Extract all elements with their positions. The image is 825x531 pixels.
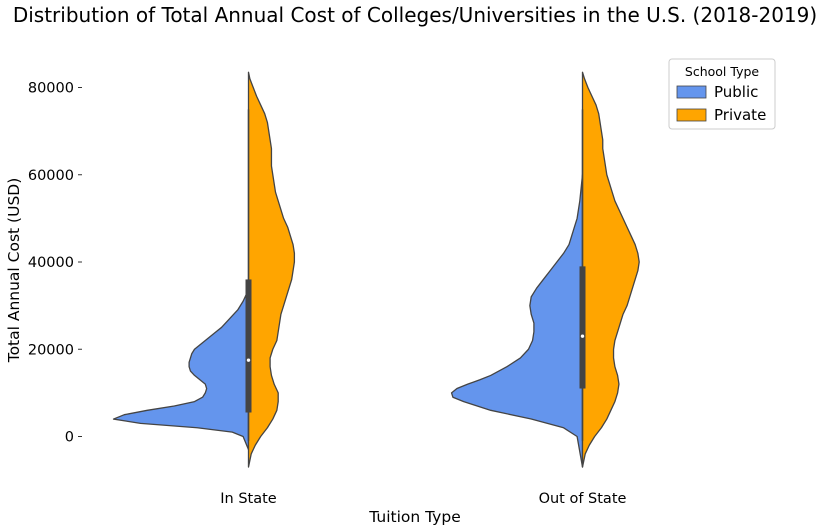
y-tick-label: 0 (65, 430, 74, 446)
legend-swatch-private (676, 108, 707, 122)
x-axis: In State Out of State (220, 491, 626, 507)
legend-title: School Type (685, 64, 759, 79)
box-median (580, 334, 585, 338)
y-tick-label: 20000 (28, 342, 74, 358)
chart-title: Distribution of Total Annual Cost of Col… (13, 3, 817, 27)
box-iqr (245, 279, 252, 413)
legend: School Type Public Private (668, 58, 776, 130)
legend-label-public: Public (714, 83, 758, 101)
x-axis-label: Tuition Type (368, 508, 460, 526)
legend-label-private: Private (714, 106, 766, 124)
box-iqr (579, 266, 586, 389)
y-tick-label: 40000 (28, 255, 74, 271)
y-tick-label: 60000 (28, 168, 74, 184)
violin-public (450, 174, 584, 468)
plot-area (112, 71, 640, 468)
x-tick-label: In State (220, 491, 277, 507)
y-axis: 0 20000 40000 60000 80000 (28, 81, 82, 446)
box-median (246, 358, 251, 362)
x-tick-label: Out of State (539, 491, 627, 507)
violin-private (247, 71, 296, 468)
violin-public (112, 287, 250, 451)
violin-private (581, 71, 640, 468)
y-tick-label: 80000 (28, 81, 74, 97)
violin-group (450, 71, 640, 468)
legend-swatch-public (676, 85, 707, 99)
y-axis-label: Total Annual Cost (USD) (5, 178, 23, 364)
violin-group (112, 71, 296, 468)
